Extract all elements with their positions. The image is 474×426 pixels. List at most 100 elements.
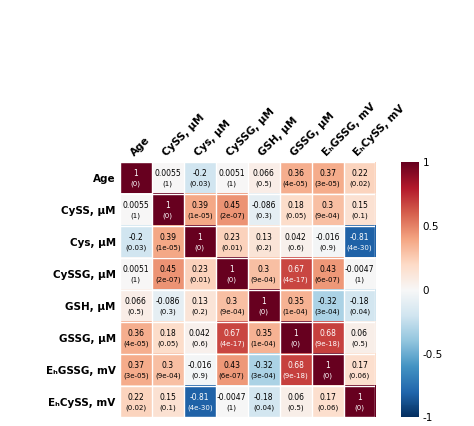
Text: 1: 1 — [325, 361, 330, 370]
Text: (0): (0) — [227, 277, 237, 283]
Text: -0.32: -0.32 — [318, 297, 337, 306]
Text: (1): (1) — [163, 181, 173, 187]
Text: 0.36: 0.36 — [128, 329, 145, 338]
Text: 1: 1 — [261, 297, 266, 306]
Text: 1: 1 — [134, 169, 138, 178]
Text: (0.5): (0.5) — [128, 309, 144, 315]
Text: 0.22: 0.22 — [351, 169, 368, 178]
Text: 0.45: 0.45 — [159, 265, 176, 274]
Text: 0.06: 0.06 — [287, 393, 304, 402]
Text: 0.17: 0.17 — [351, 361, 368, 370]
Text: (1): (1) — [227, 405, 237, 411]
Text: (0): (0) — [131, 181, 141, 187]
Text: (3e-04): (3e-04) — [315, 309, 340, 315]
Text: -0.0047: -0.0047 — [217, 393, 246, 402]
Text: 1: 1 — [293, 329, 298, 338]
Text: 0.042: 0.042 — [189, 329, 210, 338]
Text: (6e-07): (6e-07) — [315, 277, 340, 283]
Text: (1e-05): (1e-05) — [187, 213, 212, 219]
Text: (0.5): (0.5) — [287, 405, 304, 411]
Text: (0.5): (0.5) — [255, 181, 272, 187]
Text: 0.0051: 0.0051 — [122, 265, 149, 274]
Text: (1): (1) — [355, 277, 365, 283]
Text: -0.18: -0.18 — [350, 297, 369, 306]
Text: 0.3: 0.3 — [226, 297, 238, 306]
Text: 0.18: 0.18 — [159, 329, 176, 338]
Text: -0.32: -0.32 — [254, 361, 273, 370]
Text: (0.04): (0.04) — [349, 309, 370, 315]
Text: 0.45: 0.45 — [223, 201, 240, 210]
Text: (0): (0) — [163, 213, 173, 219]
Text: (3e-05): (3e-05) — [123, 373, 149, 379]
Text: 0.042: 0.042 — [285, 233, 307, 242]
Text: 0.3: 0.3 — [321, 201, 334, 210]
Text: 0.37: 0.37 — [319, 169, 336, 178]
Text: -0.18: -0.18 — [254, 393, 273, 402]
Text: 0.37: 0.37 — [128, 361, 145, 370]
Text: 0.0055: 0.0055 — [122, 201, 149, 210]
Text: 1: 1 — [229, 265, 234, 274]
Text: (6e-07): (6e-07) — [219, 373, 245, 379]
Text: (1): (1) — [227, 181, 237, 187]
Text: (0.2): (0.2) — [255, 245, 272, 251]
Text: (0.02): (0.02) — [349, 181, 370, 187]
Text: 0.13: 0.13 — [191, 297, 208, 306]
Text: (0.04): (0.04) — [253, 405, 274, 411]
Text: (1): (1) — [131, 213, 141, 219]
Text: (4e-05): (4e-05) — [283, 181, 309, 187]
Text: 0.36: 0.36 — [287, 169, 304, 178]
Text: 0.18: 0.18 — [287, 201, 304, 210]
Text: 0.43: 0.43 — [223, 361, 240, 370]
Text: -0.81: -0.81 — [350, 233, 369, 242]
Text: (0): (0) — [195, 245, 205, 251]
Text: (0.3): (0.3) — [159, 309, 176, 315]
Text: (0.6): (0.6) — [287, 245, 304, 251]
Text: 1: 1 — [197, 233, 202, 242]
Text: 0.43: 0.43 — [319, 265, 336, 274]
Text: 0.066: 0.066 — [125, 297, 147, 306]
Text: (9e-04): (9e-04) — [251, 277, 276, 283]
Text: 0.68: 0.68 — [319, 329, 336, 338]
Text: (0.3): (0.3) — [255, 213, 272, 219]
Text: 0.35: 0.35 — [255, 329, 272, 338]
Text: (4e-17): (4e-17) — [283, 277, 309, 283]
Text: (0): (0) — [259, 309, 269, 315]
Text: (4e-30): (4e-30) — [187, 405, 212, 411]
Text: (2e-07): (2e-07) — [219, 213, 245, 219]
Text: -0.2: -0.2 — [128, 233, 143, 242]
Text: -0.81: -0.81 — [190, 393, 210, 402]
Text: (9e-18): (9e-18) — [283, 373, 309, 379]
Text: (9e-04): (9e-04) — [219, 309, 245, 315]
Text: 0.17: 0.17 — [319, 393, 336, 402]
Text: (9e-04): (9e-04) — [155, 373, 181, 379]
Text: 0.39: 0.39 — [159, 233, 176, 242]
Text: (0.9): (0.9) — [319, 245, 336, 251]
Text: 0.3: 0.3 — [162, 361, 174, 370]
Text: 0.06: 0.06 — [351, 329, 368, 338]
Text: 0.67: 0.67 — [223, 329, 240, 338]
Text: (9e-04): (9e-04) — [315, 213, 340, 219]
Text: 1: 1 — [165, 201, 170, 210]
Text: (0.1): (0.1) — [351, 213, 368, 219]
Text: 0.67: 0.67 — [287, 265, 304, 274]
Text: 0.39: 0.39 — [191, 201, 208, 210]
Text: 0.23: 0.23 — [191, 265, 208, 274]
Text: (9e-18): (9e-18) — [315, 341, 340, 347]
Text: (1e-05): (1e-05) — [155, 245, 181, 251]
Text: 0.13: 0.13 — [255, 233, 272, 242]
Text: 0.68: 0.68 — [287, 361, 304, 370]
Text: (3e-04): (3e-04) — [251, 373, 276, 379]
Text: (0.03): (0.03) — [189, 181, 210, 187]
Text: 0.3: 0.3 — [257, 265, 270, 274]
Text: 0.066: 0.066 — [253, 169, 274, 178]
Text: (1): (1) — [131, 277, 141, 283]
Text: (0): (0) — [322, 373, 333, 379]
Text: -0.2: -0.2 — [192, 169, 207, 178]
Text: (3e-05): (3e-05) — [315, 181, 340, 187]
Text: 1: 1 — [357, 393, 362, 402]
Text: (0.06): (0.06) — [349, 373, 370, 379]
Text: -0.0047: -0.0047 — [345, 265, 374, 274]
Text: (0.06): (0.06) — [317, 405, 338, 411]
Text: 0.0051: 0.0051 — [219, 169, 245, 178]
Text: (1e-04): (1e-04) — [251, 341, 276, 347]
